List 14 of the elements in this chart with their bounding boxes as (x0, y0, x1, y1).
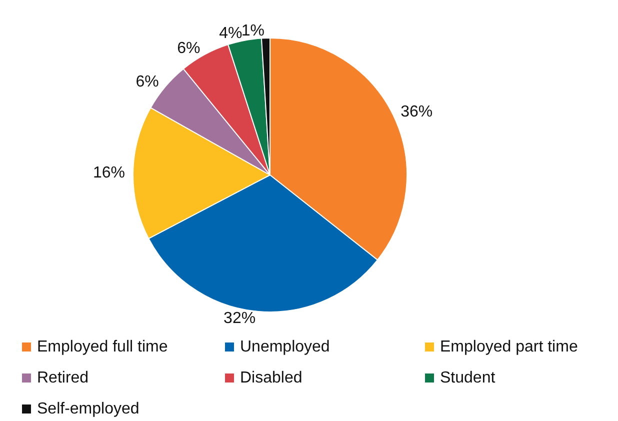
data-label: 6% (177, 40, 200, 57)
legend-label: Disabled (240, 370, 302, 386)
data-label: 6% (136, 74, 159, 91)
data-label: 1% (241, 22, 265, 40)
data-label: 36% (400, 104, 433, 121)
legend-label: Retired (37, 370, 89, 386)
data-label: 16% (92, 164, 126, 182)
legend-label: Unemployed (240, 338, 330, 356)
legend-label: Self-employed (37, 400, 140, 418)
legend-label: Employed full time (37, 338, 168, 356)
legend-label: Employed part time (440, 338, 578, 356)
data-label: 32% (224, 310, 256, 327)
legend-label: Student (440, 370, 496, 386)
data-label: 4% (219, 25, 242, 42)
